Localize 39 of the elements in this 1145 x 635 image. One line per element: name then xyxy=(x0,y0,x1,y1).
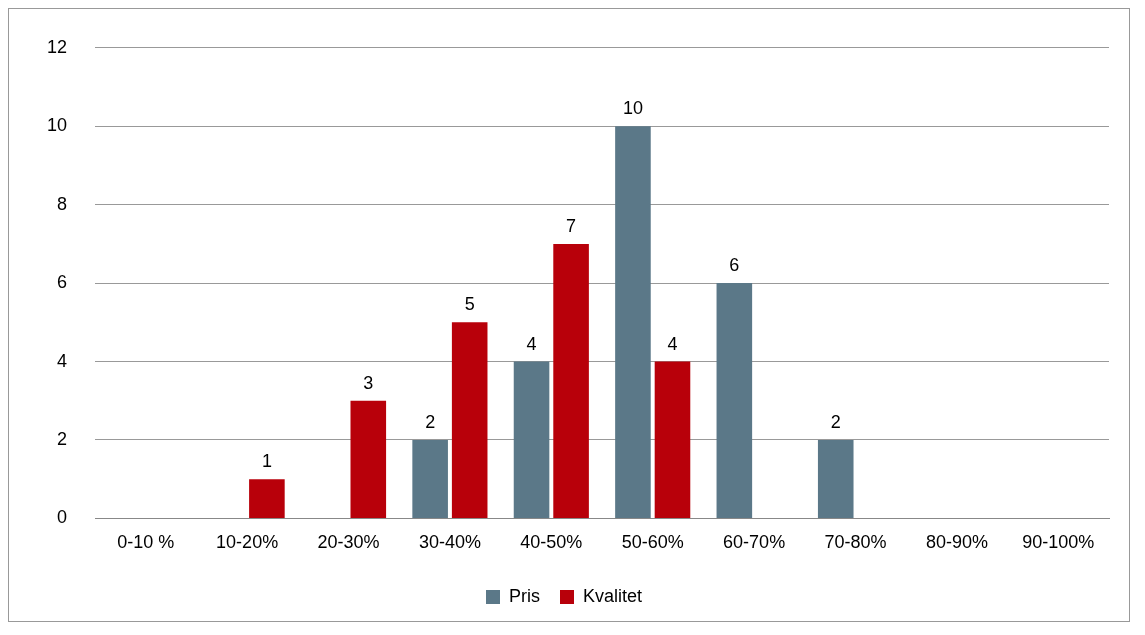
y-tick-label: 10 xyxy=(46,115,68,136)
data-label: 7 xyxy=(566,215,577,236)
bar xyxy=(412,439,448,518)
y-tick-label: 2 xyxy=(57,428,68,449)
bar xyxy=(513,361,550,518)
x-tick-label: 70-80% xyxy=(824,532,887,553)
x-tick-label: 60-70% xyxy=(723,532,786,553)
legend-label: Pris xyxy=(508,585,540,606)
legend-label: Kvalitet xyxy=(582,585,643,606)
x-tick-label: 90-100% xyxy=(1022,532,1095,553)
bar xyxy=(615,126,651,518)
x-tick-label: 40-50% xyxy=(520,532,583,553)
bar xyxy=(553,243,589,518)
x-tick-label: 10-20% xyxy=(216,532,279,553)
bar xyxy=(451,322,488,518)
bar xyxy=(350,400,387,518)
y-tick-label: 12 xyxy=(46,36,68,57)
data-label: 3 xyxy=(363,372,374,393)
x-tick-label: 0-10 % xyxy=(117,532,175,553)
data-label: 2 xyxy=(425,411,436,432)
bar xyxy=(716,283,753,518)
data-label: 2 xyxy=(830,411,841,432)
x-tick-label: 80-90% xyxy=(925,532,988,553)
data-label: 10 xyxy=(622,98,643,119)
x-tick-label: 30-40% xyxy=(418,532,481,553)
y-tick-label: 4 xyxy=(57,350,68,371)
y-tick-label: 6 xyxy=(57,272,68,293)
data-label: 1 xyxy=(261,451,272,472)
data-label: 4 xyxy=(526,333,537,354)
x-tick-label: 20-30% xyxy=(317,532,380,553)
bar xyxy=(249,479,285,518)
y-tick-label: 8 xyxy=(57,193,68,214)
data-label: 4 xyxy=(667,333,678,354)
bar xyxy=(817,439,854,518)
y-tick-label: 0 xyxy=(57,507,68,528)
x-tick-label: 50-60% xyxy=(621,532,684,553)
data-label: 6 xyxy=(729,255,740,276)
data-label: 5 xyxy=(464,294,475,315)
bar xyxy=(654,361,691,518)
